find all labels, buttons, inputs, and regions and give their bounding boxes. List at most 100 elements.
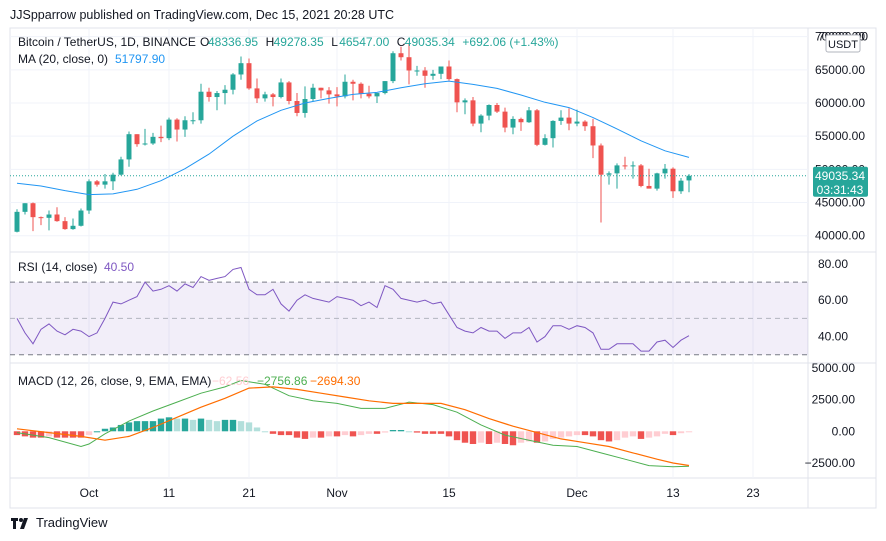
candle-body [198,91,204,121]
macd-histogram-bar [285,431,293,436]
ohlc-key: O [200,35,209,49]
candle-body [126,134,132,160]
candle-body [14,211,20,232]
candle-body [94,181,100,185]
symbol-title: Bitcoin / TetherUS, 1D, BINANCE [18,35,196,49]
macd-histogram-bar [85,431,93,436]
candle-body [438,66,444,74]
macd-histogram-bar [261,431,269,433]
macd-histogram-bar [397,430,405,432]
candle-body [646,185,652,189]
rsi-tick-label: 60.00 [818,293,848,307]
candle-body [230,74,236,90]
candle-body [550,120,556,139]
candle-body [118,159,124,175]
macd-histogram-bar [509,431,517,446]
candle-body [110,174,116,182]
ohlc-value: 49278.35 [274,35,324,49]
macd-histogram-bar [213,421,221,432]
candle-body [158,136,164,139]
candle-body [510,118,516,128]
macd-histogram-bar [413,431,421,433]
date-tick-label: Oct [80,486,99,500]
candle-body [470,100,476,124]
macd-histogram-bar [557,431,565,438]
macd-line [16,379,690,468]
candle-body [46,214,52,218]
macd-histogram-bar [221,419,229,432]
candle-body [374,93,380,97]
candle-body [262,94,268,99]
macd-histogram-bar [69,431,77,438]
macd-legend-label: MACD (12, 26, close, 9, EMA, EMA) [18,374,211,388]
candle-body [326,90,332,95]
macd-histogram-bar [125,422,133,432]
candle-body [86,181,92,211]
candle-body [246,63,252,89]
candle-body [558,117,564,121]
candle-body [54,214,60,222]
candle-body [670,168,676,192]
date-tick-label: Nov [326,486,347,500]
macd-histogram-bar [341,431,349,436]
price-tick-label: 55000.00 [815,129,865,143]
publisher-line: JJSpparrow published on TradingView.com,… [10,8,395,22]
candle-body [70,225,76,230]
candle-body [614,165,620,174]
macd-histogram-bar [325,431,333,437]
candle-body [334,94,340,97]
macd-histogram-bar [469,431,477,444]
ohlc-value: 48336.95 [208,35,258,49]
candle-body [294,101,300,113]
candle-body [174,119,180,130]
macd-histogram-bar [309,431,317,438]
macd-histogram-bar [13,431,21,436]
candle-body [254,88,260,99]
ma-legend-value: 51797.90 [115,52,165,66]
countdown-label: 03:31:43 [817,183,864,197]
price-tick-label: 60000.00 [815,96,865,110]
macd-tick-label: −2500.00 [805,456,856,470]
macd-histogram-bar [605,431,613,442]
macd-hist-value: −62.56 [212,374,249,388]
currency-button[interactable] [825,34,861,53]
date-tick-label: 15 [442,486,456,500]
macd-histogram-bar [405,431,413,433]
last-price-badge [813,166,868,197]
candle-body [398,53,404,58]
candle-body [414,70,420,72]
candle-body [526,110,532,123]
tradingview-logo-icon [11,517,28,529]
candle-body [662,168,668,174]
candle-body [382,81,388,94]
macd-histogram-bar [173,418,181,432]
macd-histogram-bar [37,431,45,438]
macd-histogram-bar [117,424,125,432]
candle-body [486,104,492,116]
candle-body [206,91,212,98]
candle-body [270,94,276,98]
candle-body [462,100,468,103]
candle-body [78,210,84,226]
macd-histogram-bar [589,431,597,437]
macd-histogram-bar [357,431,365,436]
macd-histogram-bar [229,419,237,432]
macd-histogram-bar [53,431,61,438]
candle-body [454,79,460,103]
macd-histogram-bar [189,419,197,432]
macd-histogram-bar [485,431,493,444]
macd-histogram-bar [157,418,165,432]
candle-body [390,53,396,82]
price-pane [10,43,808,233]
date-tick-label: 23 [746,486,760,500]
candle-body [342,81,348,97]
macd-histogram-bar [581,431,589,436]
macd-histogram-bar [149,421,157,432]
macd-histogram-bar [445,431,453,437]
price-tick-label: 45000.00 [815,196,865,210]
macd-histogram-bar [421,431,429,434]
rsi-tick-label: 40.00 [818,330,848,344]
macd-histogram-bar [93,431,101,433]
candle-body [366,93,372,97]
